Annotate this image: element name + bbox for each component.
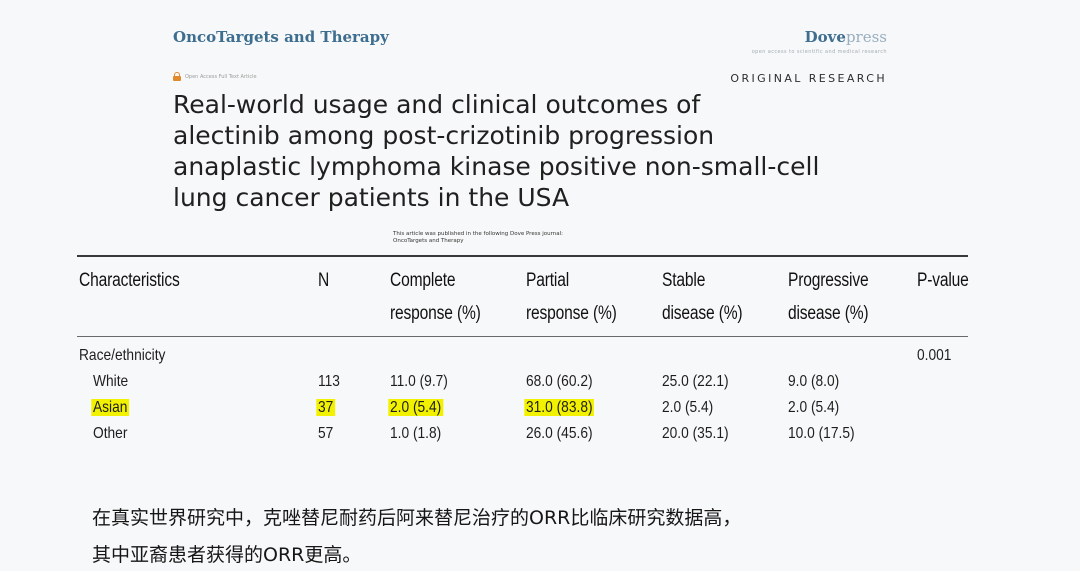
cell-stable: 25.0 (22.1) xyxy=(662,373,729,390)
highlight-mark: Asian xyxy=(91,399,130,416)
group-p-value: 0.001 xyxy=(917,347,952,364)
group-label: Race/ethnicity xyxy=(79,347,166,364)
col-header-n: N xyxy=(318,270,330,291)
col-header-partial-response: Partial response (%) xyxy=(526,270,617,324)
article-title: Real-world usage and clinical outcomes o… xyxy=(173,89,903,213)
chinese-caption: 在真实世界研究中，克唑替尼耐药后阿来替尼治疗的ORR比临床研究数据高， 其中亚裔… xyxy=(92,500,741,571)
col-header-stable-disease: Stable disease (%) xyxy=(662,270,743,324)
caption-line: 其中亚裔患者获得的ORR更高。 xyxy=(92,544,362,566)
open-access-lock-icon xyxy=(173,72,181,81)
cell-complete: 11.0 (9.7) xyxy=(390,373,448,390)
publication-note: This article was published in the follow… xyxy=(393,231,563,244)
cell-progressive: 2.0 (5.4) xyxy=(788,399,840,416)
cell-partial: 26.0 (45.6) xyxy=(526,425,593,442)
cell-progressive: 10.0 (17.5) xyxy=(788,425,855,442)
article-type-label: ORIGINAL RESEARCH xyxy=(730,72,887,85)
cell-progressive: 9.0 (8.0) xyxy=(788,373,840,390)
cell-n: 113 xyxy=(318,373,340,390)
table-top-rule xyxy=(77,255,968,257)
col-header-progressive-disease: Progressive disease (%) xyxy=(788,270,869,324)
open-access-row: Open Access Full Text Article xyxy=(173,72,257,81)
row-label: Asian xyxy=(91,395,130,420)
caption-line: 在真实世界研究中，克唑替尼耐药后阿来替尼治疗的ORR比临床研究数据高， xyxy=(92,507,742,529)
cell-partial: 31.0 (83.8) xyxy=(524,395,595,420)
table-header-rule xyxy=(77,336,968,337)
publisher-logo: Dovepress xyxy=(805,28,887,46)
cell-partial: 68.0 (60.2) xyxy=(526,373,593,390)
title-line: anaplastic lymphoma kinase positive non-… xyxy=(173,152,820,181)
col-header-characteristics: Characteristics xyxy=(79,270,180,291)
highlight-mark: 37 xyxy=(316,399,336,416)
title-line: lung cancer patients in the USA xyxy=(173,183,570,212)
publisher-tagline: open access to scientific and medical re… xyxy=(751,49,887,55)
row-label: White xyxy=(93,373,129,390)
open-access-label: Open Access Full Text Article xyxy=(185,73,257,80)
cell-complete: 2.0 (5.4) xyxy=(388,395,443,420)
cell-n: 37 xyxy=(316,395,336,420)
highlight-mark: 2.0 (5.4) xyxy=(388,399,443,416)
publisher-name-bold: Dove xyxy=(804,28,846,46)
col-header-complete-response: Complete response (%) xyxy=(390,270,481,324)
cell-stable: 20.0 (35.1) xyxy=(662,425,729,442)
publisher-name-light: press xyxy=(845,28,887,46)
title-line: Real-world usage and clinical outcomes o… xyxy=(173,90,701,119)
col-header-p-value: P-value xyxy=(917,270,969,291)
row-label: Other xyxy=(93,425,128,442)
cell-complete: 1.0 (1.8) xyxy=(390,425,442,442)
title-line: alectinib among post-crizotinib progress… xyxy=(173,121,715,150)
cell-stable: 2.0 (5.4) xyxy=(662,399,714,416)
cell-n: 57 xyxy=(318,425,334,442)
highlight-mark: 31.0 (83.8) xyxy=(524,399,595,416)
journal-name: OncoTargets and Therapy xyxy=(173,28,389,46)
